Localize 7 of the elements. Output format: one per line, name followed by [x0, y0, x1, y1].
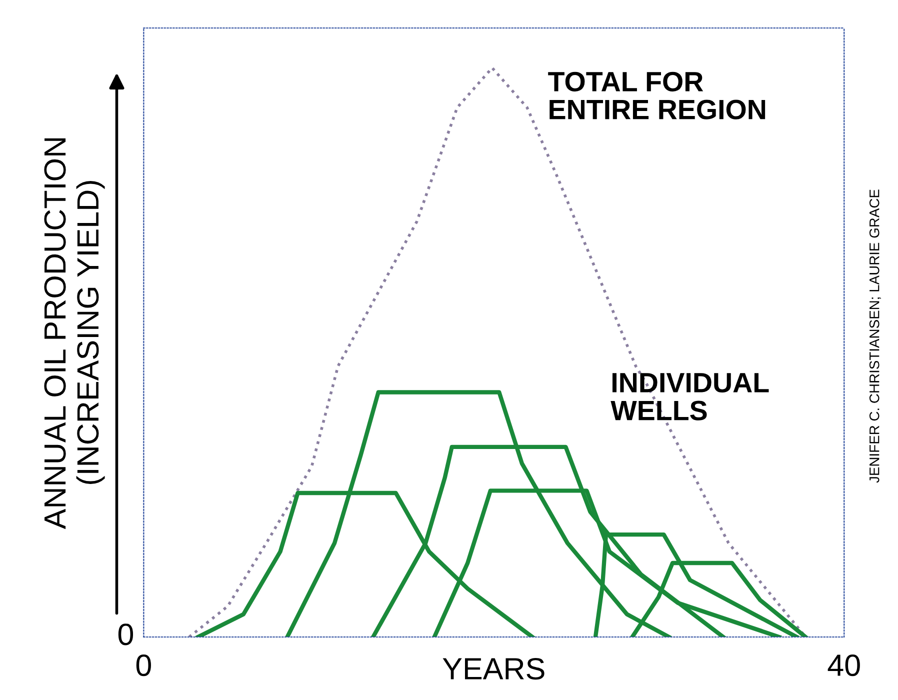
x-tick-label: 40 [828, 654, 860, 676]
y-axis-title: ANNUAL OIL PRODUCTION (INCREASING YIELD) [44, 138, 105, 530]
annotation: TOTAL FOR ENTIRE REGION [548, 72, 766, 120]
text: JENIFER C. CHRISTIANSEN; LAURIE GRACE [869, 190, 881, 483]
text: 0 [118, 624, 134, 646]
annotation: INDIVIDUAL WELLS [610, 373, 769, 420]
x-axis-title: YEARS [442, 658, 544, 680]
